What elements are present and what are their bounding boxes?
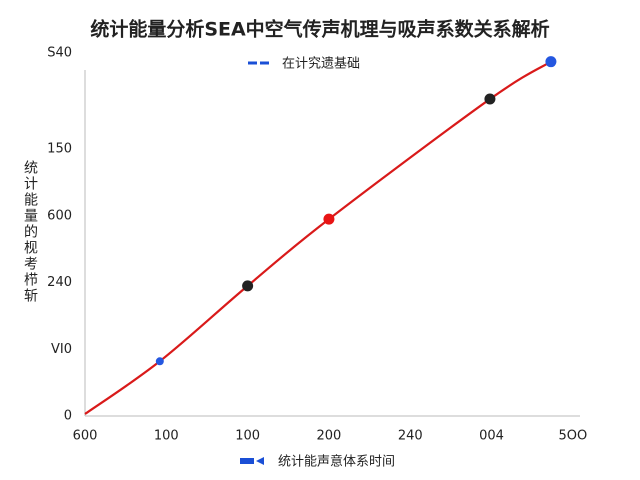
- x-tick-label: 004: [479, 429, 504, 444]
- y-tick-label: 0: [64, 409, 72, 424]
- x-tick-label: 600: [73, 429, 98, 444]
- x-tick-label: 240: [398, 429, 423, 444]
- data-point: [242, 280, 254, 292]
- data-point: [545, 56, 557, 68]
- data-point: [484, 93, 496, 105]
- x-tick-label: 5OO: [558, 429, 587, 444]
- x-label-marker: [256, 457, 264, 465]
- data-line: [84, 60, 552, 415]
- chart-title: 统计能量分析SEA中空气传声机理与吸声系数关系解析: [90, 18, 549, 41]
- x-tick-label: 200: [317, 429, 342, 444]
- y-tick-label: 240: [47, 275, 72, 290]
- legend-label: 在计究遗基础: [282, 57, 360, 72]
- data-point: [155, 357, 164, 366]
- x-axis-label: 统计能声意体系时间: [278, 454, 395, 470]
- y-tick-label: VI0: [51, 342, 72, 357]
- data-point: [323, 213, 335, 225]
- x-tick-label: 100: [235, 429, 260, 444]
- x-label-marker: [240, 458, 254, 464]
- x-tick-label: 100: [154, 429, 179, 444]
- y-tick-label: S40: [47, 46, 72, 61]
- y-axis-label: 统计能量的枧考栉斩: [22, 160, 38, 304]
- y-tick-label: 150: [47, 142, 72, 157]
- y-tick-label: 600: [47, 208, 72, 223]
